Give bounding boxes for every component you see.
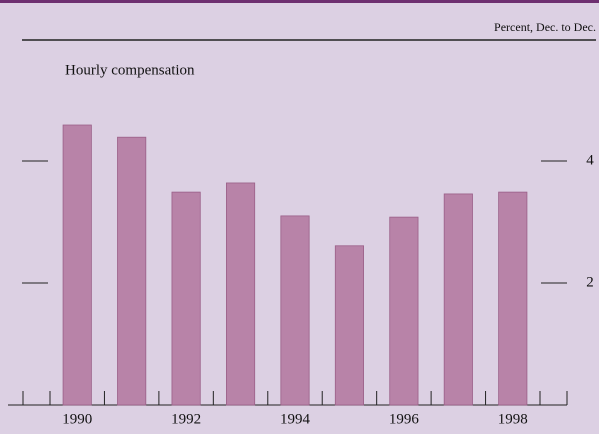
bar (225, 182, 256, 406)
chart-title: Hourly compensation (65, 62, 195, 78)
bar (334, 245, 364, 406)
bar (498, 191, 528, 406)
y-tick-label: 2 (586, 274, 594, 290)
unit-label: Percent, Dec. to Dec. (494, 20, 596, 34)
x-tick-label: 1992 (171, 411, 201, 427)
x-tick-label: 1990 (62, 411, 92, 427)
bar (62, 124, 92, 406)
bar (389, 216, 419, 406)
bar (117, 136, 147, 406)
x-tick-label: 1994 (280, 411, 311, 427)
x-tick-label: 1998 (498, 411, 528, 427)
top-border (0, 0, 599, 3)
bar (171, 191, 201, 406)
bar (280, 215, 310, 406)
bar (443, 193, 473, 406)
x-tick-label: 1996 (389, 411, 420, 427)
y-tick-label: 4 (586, 152, 594, 168)
